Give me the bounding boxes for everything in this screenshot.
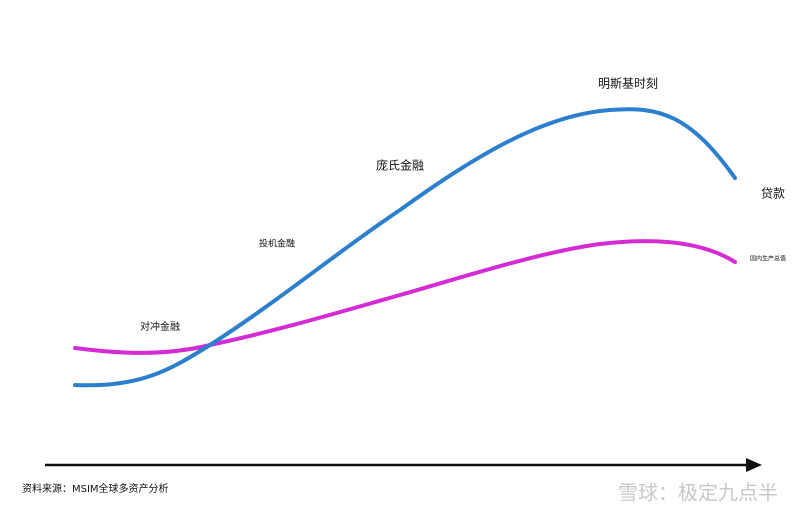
axis-arrow — [746, 458, 762, 472]
label-loans: 贷款 — [761, 187, 785, 201]
source: 资料来源：MSIM全球多资产分析 — [22, 482, 169, 495]
gdp-curve — [73, 239, 737, 355]
label-gdp: 国内生产总值 — [750, 255, 786, 263]
watermark: 雪球：极定九点半 — [618, 481, 778, 505]
loans-curve — [73, 107, 737, 388]
label-speculative: 投机金融 — [259, 238, 295, 250]
label-minsky: 明斯基时刻 — [598, 77, 658, 91]
label-hedge: 对冲金融 — [140, 320, 180, 333]
label-ponzi: 庞氏金融 — [376, 158, 424, 173]
